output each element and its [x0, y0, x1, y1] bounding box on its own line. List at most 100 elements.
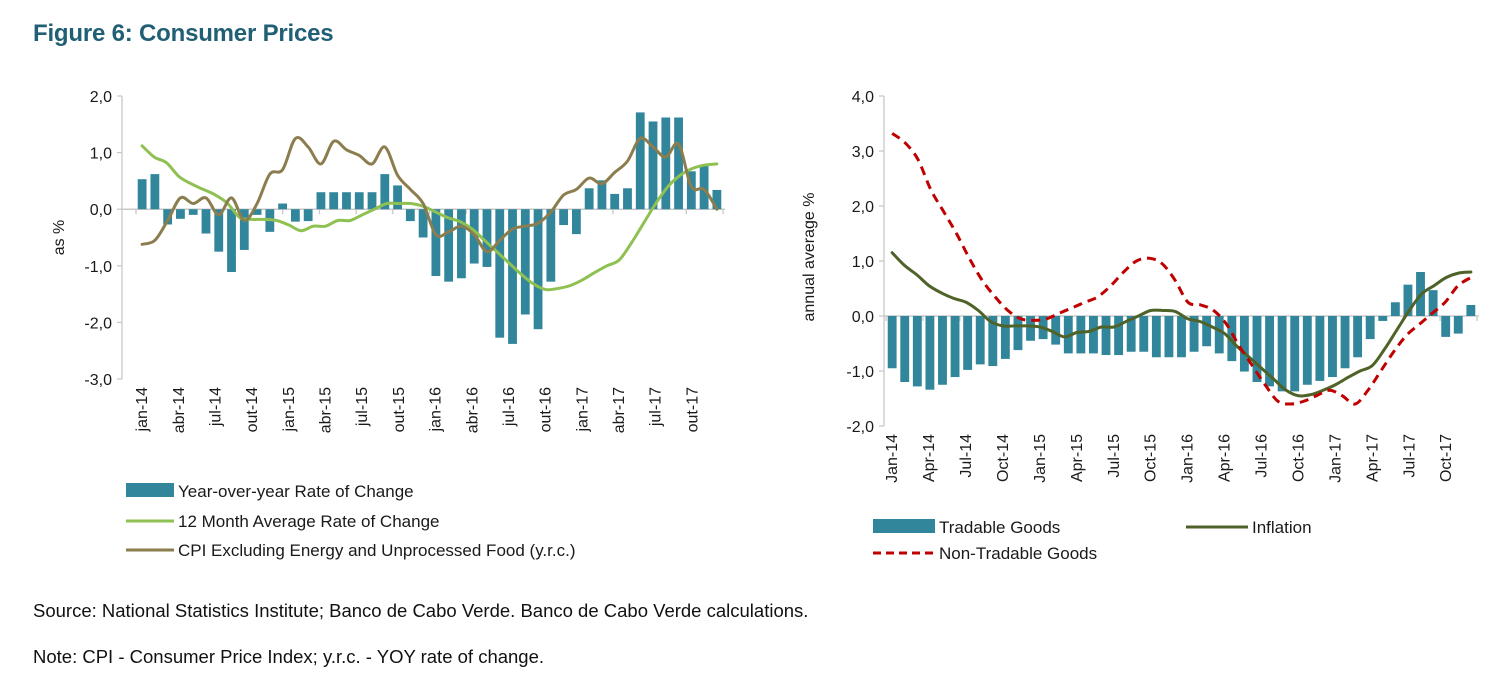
x-tick-label: out-14 — [244, 387, 261, 432]
y-tick-label: -1,0 — [84, 259, 112, 276]
bar — [1202, 316, 1212, 347]
bar — [1390, 302, 1400, 316]
series-line-non-tradable-goods — [891, 132, 1472, 406]
bar — [699, 165, 709, 210]
bar — [975, 316, 985, 365]
bar — [1139, 316, 1149, 352]
x-tick-label: Jan-16 — [1180, 434, 1197, 483]
bar — [546, 209, 556, 282]
y-tick-label: 0,0 — [852, 309, 874, 326]
bar — [1315, 316, 1325, 381]
x-tick-label: jan-15 — [281, 387, 298, 433]
x-tick-label: abr-17 — [611, 387, 628, 433]
x-tick-label: jan-17 — [574, 387, 591, 433]
bar — [278, 203, 288, 210]
bar — [1353, 316, 1363, 358]
bar — [457, 209, 466, 279]
x-tick-label: jul-17 — [648, 387, 665, 427]
source-note: Source: National Statistics Institute; B… — [33, 600, 809, 621]
x-tick-label: Jan-14 — [884, 434, 901, 483]
bar — [354, 192, 364, 210]
bar — [520, 209, 530, 315]
x-tick-label: Apr-15 — [1069, 434, 1086, 482]
bar — [418, 209, 428, 238]
x-tick-label: jul-14 — [207, 387, 224, 427]
legend-label: Tradable Goods — [939, 518, 1060, 537]
bar — [1302, 316, 1312, 385]
bar — [303, 209, 313, 222]
bar — [1340, 316, 1350, 369]
x-tick-label: Apr-14 — [921, 434, 938, 482]
bar — [431, 209, 441, 276]
x-tick-label: jan-14 — [134, 387, 151, 433]
bar — [342, 192, 351, 210]
bar — [661, 117, 671, 210]
bar — [1076, 316, 1086, 354]
x-tick-label: Apr-17 — [1364, 434, 1381, 482]
bar — [1026, 316, 1035, 341]
x-tick-label: jul-16 — [501, 387, 518, 427]
x-tick-label: Jul-16 — [1254, 434, 1271, 478]
x-tick-label: Jan-15 — [1032, 434, 1049, 483]
legend-swatch-bar — [873, 519, 935, 533]
x-tick-label: Jul-14 — [958, 434, 975, 478]
bar — [329, 192, 339, 210]
bar — [610, 193, 620, 210]
bar — [559, 209, 569, 226]
bar — [674, 117, 683, 210]
bar — [1277, 316, 1287, 392]
x-tick-label: out-16 — [538, 387, 555, 432]
bar — [176, 209, 185, 219]
bar — [1403, 284, 1413, 316]
legend-label: Year-over-year Rate of Change — [178, 482, 414, 501]
x-tick-label: Oct-14 — [995, 434, 1012, 482]
legend-label: 12 Month Average Rate of Change — [178, 512, 439, 531]
bar — [533, 209, 543, 330]
y-tick-label: -3,0 — [84, 372, 112, 389]
x-tick-label: Jul-15 — [1106, 434, 1123, 478]
y-axis-title: annual average % — [801, 193, 818, 322]
bar — [1000, 316, 1010, 359]
bar — [367, 192, 377, 210]
legend-label: CPI Excluding Energy and Unprocessed Foo… — [178, 541, 575, 560]
y-tick-label: 1,0 — [90, 146, 112, 163]
bar — [1265, 316, 1274, 387]
bar — [137, 179, 147, 210]
bar — [1214, 316, 1224, 354]
x-tick-label: out-17 — [684, 387, 701, 432]
bar — [1101, 316, 1111, 356]
bar — [201, 209, 211, 234]
abbreviation-note: Note: CPI - Consumer Price Index; y.r.c.… — [33, 646, 545, 667]
bar — [1378, 316, 1388, 321]
bar — [495, 209, 505, 338]
bar — [1051, 316, 1061, 345]
left-chart-consumer-prices: 2,0 1,0 0,0 -1,0 -2,0 -3,0 as % jan-14 abr-14 jul… — [51, 89, 725, 560]
x-tick-label: Jan-17 — [1327, 434, 1344, 483]
right-chart-tradable-nontradable: 4,0 3,0 2,0 1,0 0,0 -1,0 -2,0 annual average % J… — [801, 89, 1479, 563]
bar — [635, 112, 645, 210]
bar — [214, 209, 224, 252]
bar — [925, 316, 935, 390]
bar — [571, 209, 581, 235]
y-axis-title: as % — [51, 220, 68, 256]
bar — [508, 209, 517, 344]
bar — [1428, 290, 1438, 316]
y-tick-label: -1,0 — [846, 364, 874, 381]
bar — [712, 189, 722, 210]
bar — [227, 209, 236, 273]
bar — [1177, 316, 1186, 358]
bar — [597, 180, 607, 210]
bar — [239, 209, 249, 250]
bar — [316, 192, 326, 210]
x-tick-label: Jul-17 — [1401, 434, 1418, 478]
bar — [1239, 316, 1249, 372]
series-line-12-month-average-rate-of-change — [140, 144, 719, 292]
y-tick-label: 4,0 — [852, 89, 874, 106]
bar — [393, 185, 402, 210]
bar — [900, 316, 910, 382]
x-tick-label: out-15 — [391, 387, 408, 432]
bar — [1365, 316, 1375, 340]
bar — [188, 209, 198, 215]
bar — [988, 316, 998, 367]
bar — [1252, 316, 1262, 382]
